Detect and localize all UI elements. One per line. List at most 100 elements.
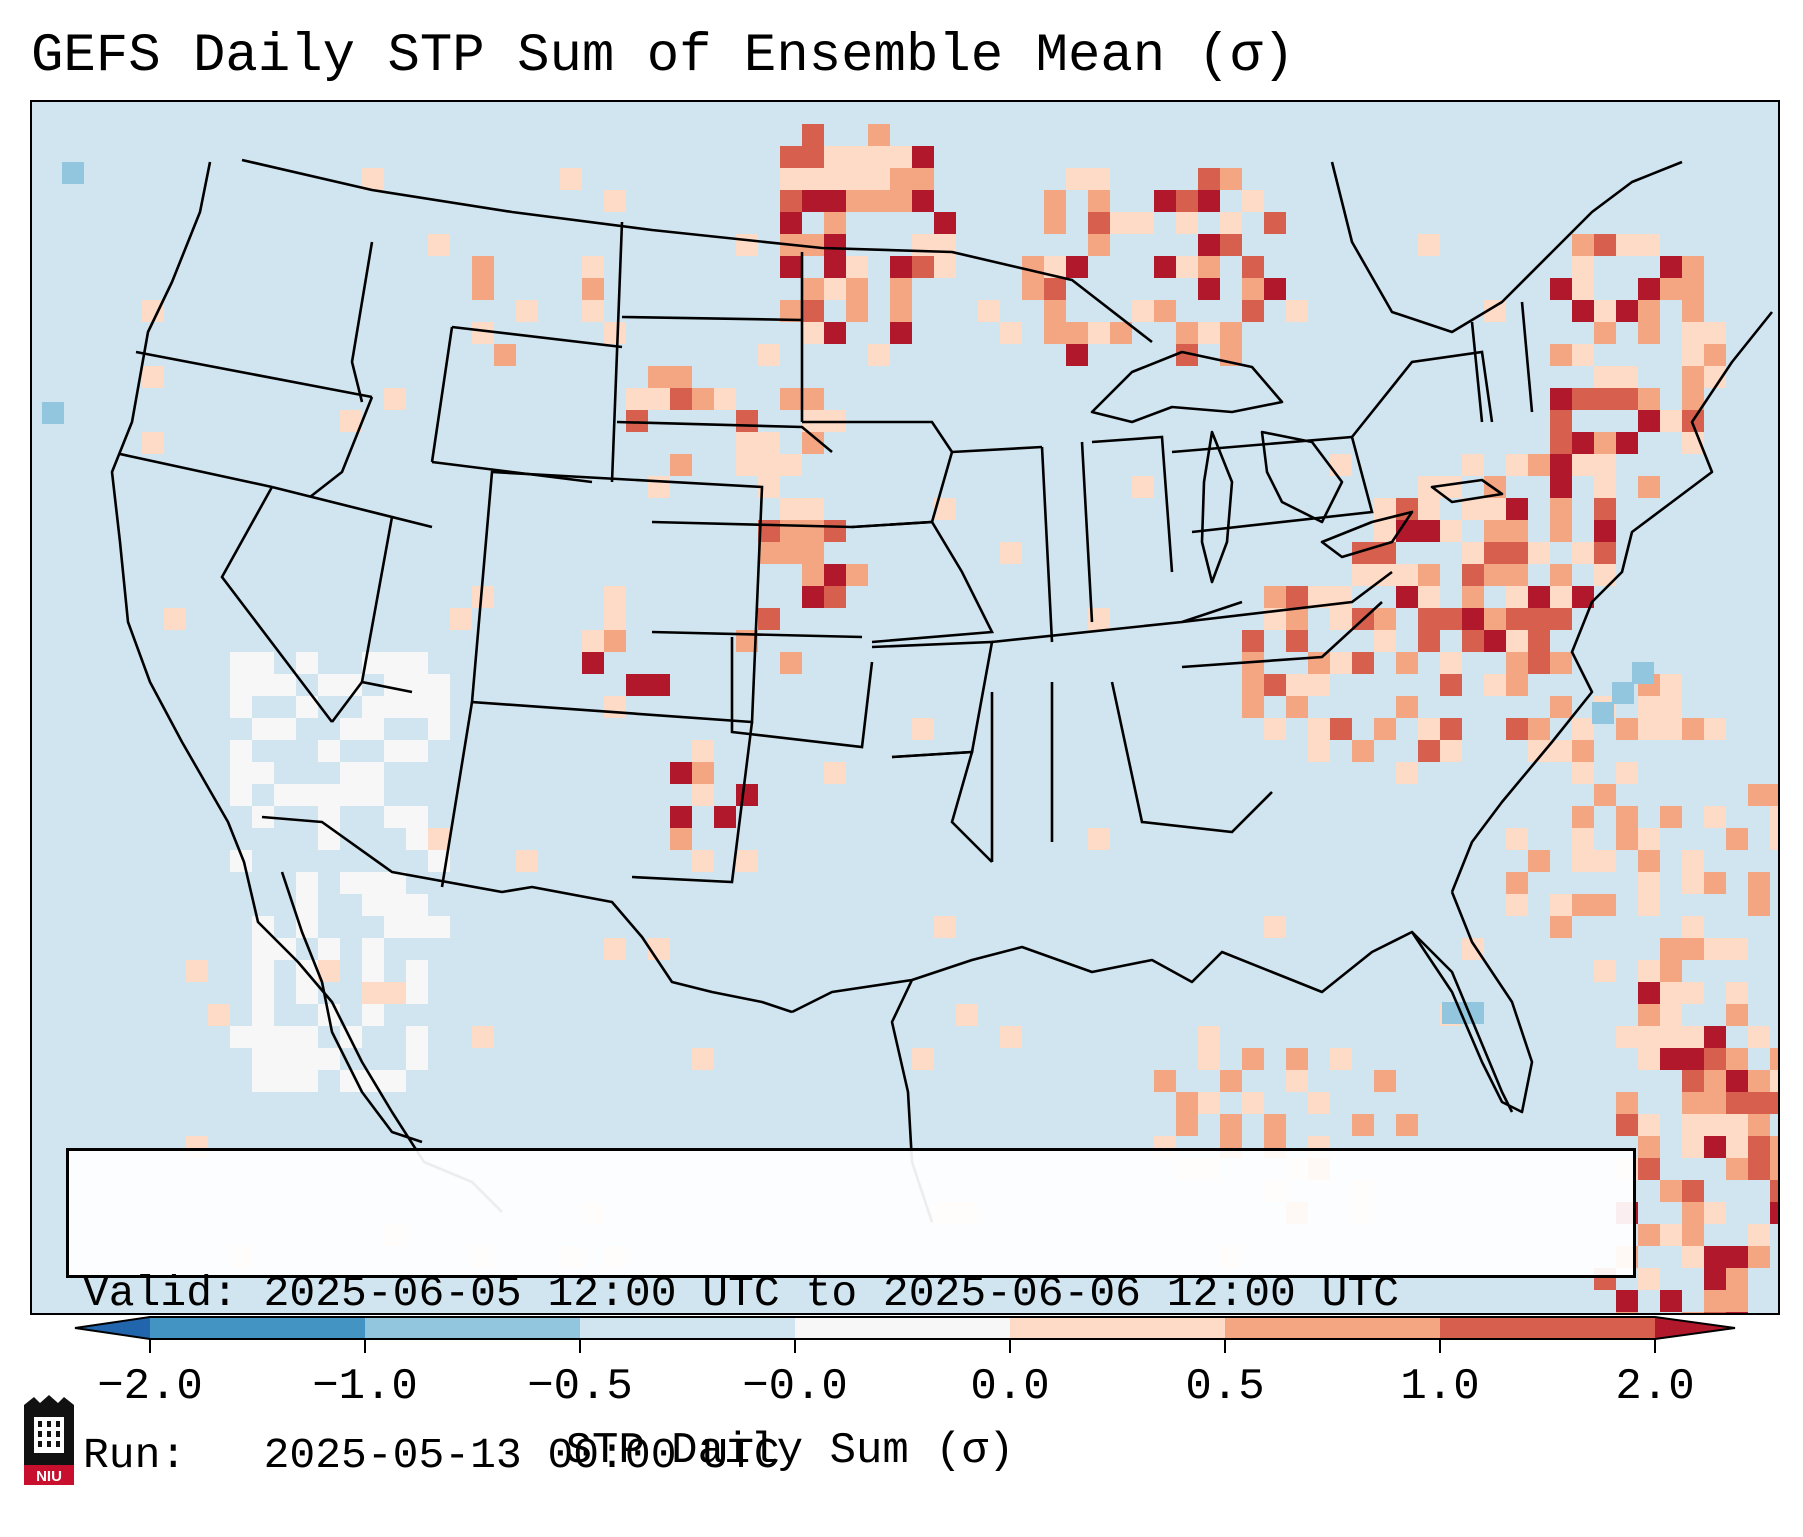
anomaly-cell	[1484, 542, 1506, 564]
anomaly-cell	[362, 168, 384, 190]
anomaly-cell	[1682, 916, 1704, 938]
anomaly-cell	[1132, 476, 1154, 498]
anomaly-cell	[1242, 300, 1264, 322]
anomaly-cell	[1726, 938, 1748, 960]
anomaly-cell	[1418, 740, 1440, 762]
anomaly-cell	[1748, 1092, 1770, 1114]
anomaly-cell	[1572, 432, 1594, 454]
hudson-bay-coast	[1330, 160, 1683, 334]
anomaly-cell	[1550, 432, 1572, 454]
anomaly-cell	[1638, 410, 1660, 432]
anomaly-cell	[472, 1026, 494, 1048]
border-ca-nv	[220, 486, 334, 723]
anomaly-cell	[846, 190, 868, 212]
anomaly-cell	[1660, 410, 1682, 432]
anomaly-cell	[1308, 740, 1330, 762]
anomaly-cell	[1704, 1070, 1726, 1092]
anomaly-cell	[1682, 1246, 1704, 1268]
anomaly-cell	[1132, 212, 1154, 234]
anomaly-cell	[1572, 300, 1594, 322]
anomaly-cell	[1132, 300, 1154, 322]
anomaly-cell	[1176, 256, 1198, 278]
anomaly-cell	[802, 498, 824, 520]
anomaly-cell	[1660, 1048, 1682, 1070]
anomaly-cell	[428, 234, 450, 256]
anomaly-cell	[1352, 542, 1374, 564]
anomaly-cell	[824, 322, 846, 344]
anomaly-cell	[1484, 520, 1506, 542]
anomaly-cell	[1066, 168, 1088, 190]
anomaly-cell	[1572, 234, 1594, 256]
anomaly-cell	[868, 168, 890, 190]
anomaly-cell	[296, 696, 318, 718]
anomaly-cell	[1748, 1224, 1770, 1246]
anomaly-cell	[406, 1048, 428, 1070]
anomaly-cell	[1616, 828, 1638, 850]
anomaly-cell	[1418, 520, 1440, 542]
anomaly-cell	[1242, 278, 1264, 300]
anomaly-cell	[1682, 300, 1704, 322]
anomaly-cell	[780, 300, 802, 322]
anomaly-cell	[362, 872, 384, 894]
anomaly-cell	[1528, 630, 1550, 652]
anomaly-cell	[758, 454, 780, 476]
anomaly-cell	[1594, 894, 1616, 916]
lake-erie	[1320, 510, 1414, 559]
anomaly-cell	[362, 718, 384, 740]
anomaly-cell	[1770, 1048, 1778, 1070]
anomaly-cell	[1592, 702, 1614, 724]
anomaly-cell	[1638, 300, 1660, 322]
anomaly-cell	[1066, 256, 1088, 278]
anomaly-cell	[1638, 1158, 1660, 1180]
anomaly-cell	[1660, 1026, 1682, 1048]
anomaly-cell	[1484, 608, 1506, 630]
anomaly-cell	[1770, 1070, 1778, 1092]
anomaly-cell	[1088, 828, 1110, 850]
niu-logo-icon: NIU	[24, 1395, 74, 1485]
anomaly-cell	[1506, 894, 1528, 916]
anomaly-cell	[384, 982, 406, 1004]
anomaly-cell	[318, 784, 340, 806]
anomaly-cell	[714, 388, 736, 410]
anomaly-cell	[890, 256, 912, 278]
anomaly-cell	[780, 388, 802, 410]
anomaly-cell	[780, 212, 802, 234]
anomaly-cell	[1220, 1114, 1242, 1136]
anomaly-cell	[1352, 740, 1374, 762]
anomaly-cell	[824, 168, 846, 190]
anomaly-cell	[186, 960, 208, 982]
anomaly-cell	[780, 652, 802, 674]
anomaly-cell	[384, 806, 406, 828]
anomaly-cell	[494, 344, 516, 366]
anomaly-cell	[670, 806, 692, 828]
anomaly-cell	[802, 278, 824, 300]
anomaly-cell	[1550, 916, 1572, 938]
anomaly-cell	[648, 388, 670, 410]
anomaly-cell	[604, 190, 626, 212]
anomaly-cell	[1770, 828, 1778, 850]
anomaly-cell	[1462, 498, 1484, 520]
border-or-id	[309, 396, 374, 499]
anomaly-cell	[670, 454, 692, 476]
anomaly-cell	[1704, 1268, 1726, 1290]
anomaly-cell	[604, 322, 626, 344]
anomaly-cell	[1506, 454, 1528, 476]
anomaly-cell	[384, 696, 406, 718]
anomaly-cell	[1176, 212, 1198, 234]
anomaly-cell	[1594, 564, 1616, 586]
border-sd-ne	[616, 420, 833, 453]
anomaly-cell	[1506, 542, 1528, 564]
anomaly-cell	[1726, 1158, 1748, 1180]
anomaly-cell	[252, 938, 274, 960]
anomaly-cell	[1704, 366, 1726, 388]
anomaly-cell	[1396, 762, 1418, 784]
anomaly-cell	[1484, 498, 1506, 520]
anomaly-cell	[1770, 1180, 1778, 1202]
anomaly-cell	[1418, 630, 1440, 652]
anomaly-cell	[274, 718, 296, 740]
anomaly-cell	[274, 674, 296, 696]
anomaly-cell	[1726, 1004, 1748, 1026]
anomaly-cell	[362, 696, 384, 718]
anomaly-cell	[1506, 674, 1528, 696]
anomaly-cell	[846, 146, 868, 168]
